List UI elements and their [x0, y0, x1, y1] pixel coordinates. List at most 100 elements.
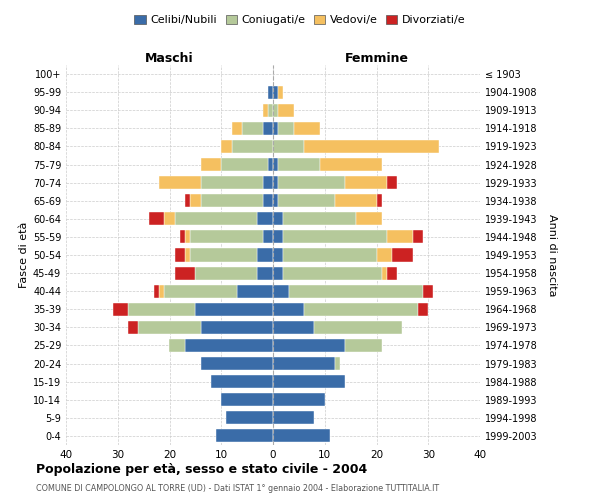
Bar — [196, 266, 257, 280]
Bar — [257, 212, 273, 226]
Bar — [377, 194, 382, 207]
Bar — [185, 248, 190, 262]
Bar — [387, 230, 413, 243]
Y-axis label: Fasce di età: Fasce di età — [19, 222, 29, 288]
Text: COMUNE DI CAMPOLONGO AL TORRE (UD) - Dati ISTAT 1° gennaio 2004 - Elaborazione T: COMUNE DI CAMPOLONGO AL TORRE (UD) - Dat… — [36, 484, 439, 493]
Bar — [273, 430, 330, 442]
Bar — [273, 86, 278, 98]
Bar — [387, 176, 397, 189]
Bar — [200, 194, 263, 207]
Bar — [237, 284, 273, 298]
Bar — [273, 212, 283, 226]
Bar — [268, 86, 273, 98]
Bar — [268, 158, 273, 171]
Bar — [263, 104, 268, 117]
Text: Popolazione per età, sesso e stato civile - 2004: Popolazione per età, sesso e stato civil… — [36, 462, 367, 475]
Bar — [175, 266, 196, 280]
Bar — [335, 194, 377, 207]
Bar — [294, 122, 320, 135]
Bar — [180, 230, 185, 243]
Bar — [263, 194, 273, 207]
Bar — [257, 266, 273, 280]
Bar — [169, 339, 185, 352]
Bar — [216, 430, 273, 442]
Bar — [200, 357, 273, 370]
Bar — [257, 248, 273, 262]
Bar — [242, 122, 263, 135]
Bar — [273, 393, 325, 406]
Bar — [200, 176, 263, 189]
Bar — [232, 140, 273, 153]
Bar — [190, 230, 263, 243]
Bar — [221, 158, 268, 171]
Bar — [232, 122, 242, 135]
Bar — [128, 303, 196, 316]
Bar — [346, 176, 387, 189]
Bar — [273, 140, 304, 153]
Bar — [185, 194, 190, 207]
Y-axis label: Anni di nascita: Anni di nascita — [547, 214, 557, 296]
Bar — [289, 284, 423, 298]
Bar — [304, 303, 418, 316]
Bar — [320, 158, 382, 171]
Bar — [164, 212, 175, 226]
Bar — [159, 176, 200, 189]
Bar — [200, 321, 273, 334]
Bar — [278, 194, 335, 207]
Bar — [377, 248, 392, 262]
Bar — [139, 321, 200, 334]
Bar — [190, 248, 257, 262]
Bar — [346, 339, 382, 352]
Bar — [273, 176, 278, 189]
Bar — [273, 104, 278, 117]
Bar — [283, 212, 356, 226]
Bar — [185, 339, 273, 352]
Bar — [283, 230, 387, 243]
Bar — [263, 176, 273, 189]
Bar — [278, 104, 294, 117]
Bar — [273, 194, 278, 207]
Bar — [221, 393, 273, 406]
Bar — [423, 284, 433, 298]
Bar — [175, 212, 257, 226]
Bar — [268, 104, 273, 117]
Bar — [175, 248, 185, 262]
Legend: Celibi/Nubili, Coniugati/e, Vedovi/e, Divorziati/e: Celibi/Nubili, Coniugati/e, Vedovi/e, Di… — [130, 10, 470, 29]
Bar — [314, 321, 403, 334]
Bar — [263, 122, 273, 135]
Bar — [196, 303, 273, 316]
Bar — [149, 212, 164, 226]
Bar — [159, 284, 164, 298]
Bar — [392, 248, 413, 262]
Text: Maschi: Maschi — [145, 52, 194, 65]
Bar — [273, 122, 278, 135]
Bar — [304, 140, 439, 153]
Bar — [273, 266, 283, 280]
Bar — [418, 303, 428, 316]
Bar — [387, 266, 397, 280]
Bar — [273, 284, 289, 298]
Bar — [413, 230, 423, 243]
Bar — [200, 158, 221, 171]
Bar — [128, 321, 139, 334]
Bar — [278, 122, 294, 135]
Bar — [113, 303, 128, 316]
Bar — [273, 375, 346, 388]
Bar — [273, 230, 283, 243]
Bar — [190, 194, 200, 207]
Bar — [278, 176, 346, 189]
Text: Femmine: Femmine — [344, 52, 409, 65]
Bar — [278, 86, 283, 98]
Bar — [356, 212, 382, 226]
Bar — [273, 248, 283, 262]
Bar — [278, 158, 320, 171]
Bar — [154, 284, 159, 298]
Bar — [164, 284, 237, 298]
Bar — [273, 321, 314, 334]
Bar — [273, 412, 314, 424]
Bar — [382, 266, 387, 280]
Bar — [185, 230, 190, 243]
Bar — [226, 412, 273, 424]
Bar — [273, 303, 304, 316]
Bar — [283, 266, 382, 280]
